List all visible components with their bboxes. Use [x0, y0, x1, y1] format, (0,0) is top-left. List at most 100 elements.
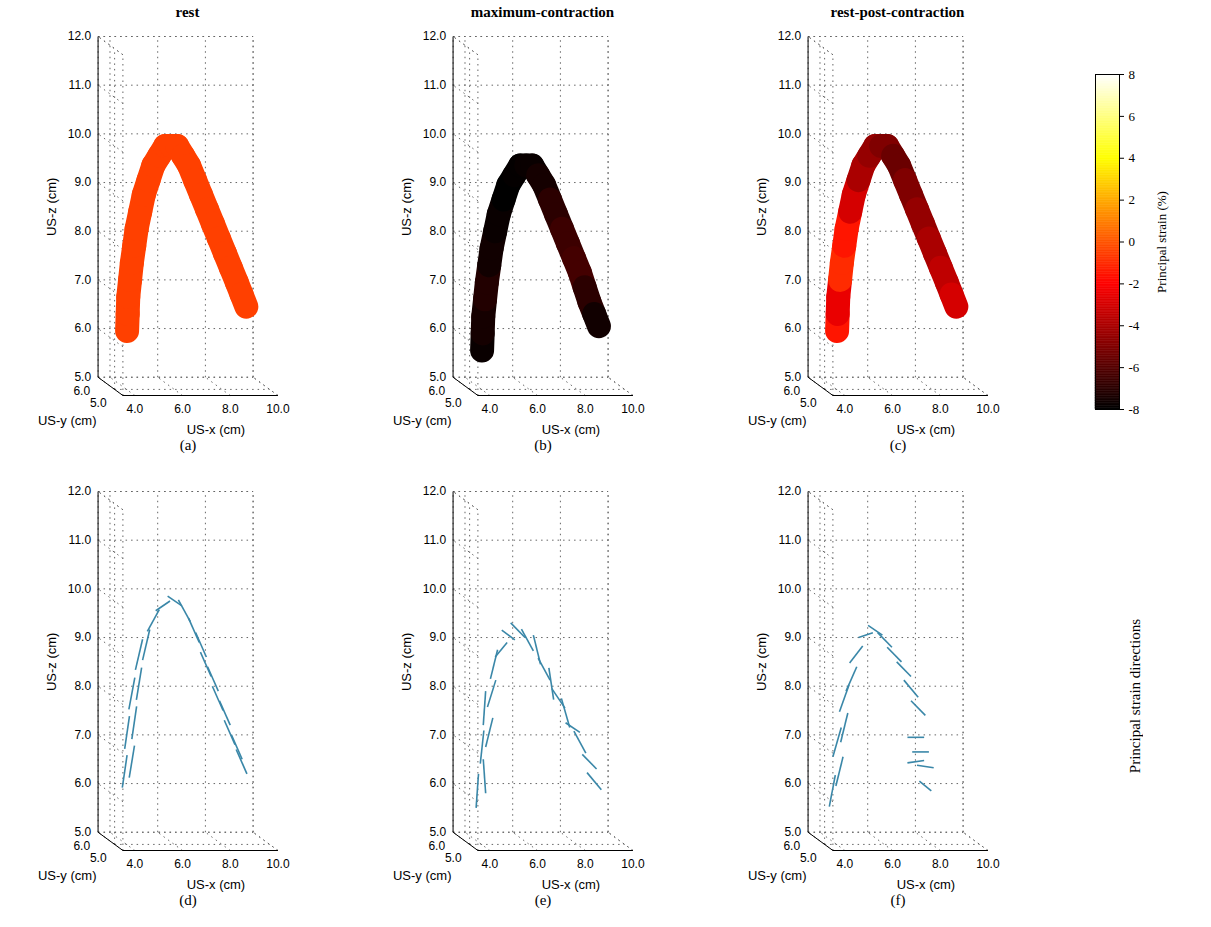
svg-text:5.0: 5.0	[74, 370, 91, 384]
svg-text:11.0: 11.0	[69, 533, 92, 547]
svg-text:12.0: 12.0	[423, 29, 447, 43]
svg-text:6.0: 6.0	[174, 402, 191, 416]
svg-text:-4: -4	[1129, 318, 1140, 333]
svg-text:-8: -8	[1129, 402, 1140, 417]
svg-text:10.0: 10.0	[266, 857, 290, 871]
svg-text:US-x (cm): US-x (cm)	[187, 422, 246, 437]
svg-text:12.0: 12.0	[778, 484, 802, 498]
svg-text:US-x (cm): US-x (cm)	[897, 877, 956, 892]
svg-text:5.0: 5.0	[784, 370, 801, 384]
svg-text:7.0: 7.0	[784, 728, 801, 742]
svg-text:8: 8	[1129, 67, 1136, 82]
svg-text:8.0: 8.0	[784, 224, 801, 238]
svg-text:6.0: 6.0	[529, 402, 546, 416]
svg-text:8.0: 8.0	[932, 857, 949, 871]
svg-text:6.0: 6.0	[74, 776, 91, 790]
svg-text:7.0: 7.0	[74, 273, 91, 287]
svg-text:7.0: 7.0	[74, 728, 91, 742]
svg-text:5.0: 5.0	[429, 370, 446, 384]
svg-text:US-x (cm): US-x (cm)	[542, 877, 601, 892]
svg-text:(d): (d)	[179, 892, 197, 909]
svg-text:US-y (cm): US-y (cm)	[393, 868, 452, 883]
svg-text:10.0: 10.0	[621, 402, 645, 416]
svg-text:10.0: 10.0	[68, 582, 92, 596]
svg-text:US-z (cm): US-z (cm)	[399, 633, 414, 692]
svg-text:8.0: 8.0	[429, 224, 446, 238]
svg-text:6.0: 6.0	[73, 384, 90, 398]
svg-text:6.0: 6.0	[884, 857, 901, 871]
svg-text:6.0: 6.0	[428, 384, 445, 398]
svg-text:US-y (cm): US-y (cm)	[38, 868, 97, 883]
svg-text:(a): (a)	[180, 437, 197, 454]
svg-text:10.0: 10.0	[778, 127, 802, 141]
svg-text:10.0: 10.0	[266, 402, 290, 416]
svg-text:6: 6	[1129, 109, 1136, 124]
svg-text:8.0: 8.0	[74, 679, 91, 693]
svg-text:5.0: 5.0	[90, 396, 107, 410]
svg-text:8.0: 8.0	[784, 679, 801, 693]
svg-text:US-z (cm): US-z (cm)	[754, 178, 769, 237]
svg-text:5.0: 5.0	[74, 825, 91, 839]
svg-text:US-y (cm): US-y (cm)	[748, 868, 807, 883]
svg-text:6.0: 6.0	[884, 402, 901, 416]
svg-text:10.0: 10.0	[621, 857, 645, 871]
svg-text:10.0: 10.0	[976, 857, 1000, 871]
svg-text:8.0: 8.0	[932, 402, 949, 416]
svg-text:12.0: 12.0	[778, 29, 802, 43]
svg-text:6.0: 6.0	[783, 839, 800, 853]
svg-text:9.0: 9.0	[429, 175, 446, 189]
svg-text:9.0: 9.0	[74, 175, 91, 189]
svg-text:5.0: 5.0	[445, 851, 462, 865]
svg-text:7.0: 7.0	[784, 273, 801, 287]
svg-text:9.0: 9.0	[784, 175, 801, 189]
svg-text:11.0: 11.0	[424, 533, 447, 547]
svg-text:12.0: 12.0	[68, 29, 92, 43]
svg-text:8.0: 8.0	[74, 224, 91, 238]
svg-text:5.0: 5.0	[800, 396, 817, 410]
svg-text:10.0: 10.0	[778, 582, 802, 596]
svg-text:US-y (cm): US-y (cm)	[748, 413, 807, 428]
svg-text:11.0: 11.0	[779, 78, 802, 92]
svg-text:7.0: 7.0	[429, 273, 446, 287]
svg-text:4.0: 4.0	[836, 857, 853, 871]
svg-text:(e): (e)	[535, 892, 552, 909]
svg-text:5.0: 5.0	[90, 851, 107, 865]
svg-text:US-x (cm): US-x (cm)	[542, 422, 601, 437]
svg-text:6.0: 6.0	[784, 321, 801, 335]
svg-text:12.0: 12.0	[68, 484, 92, 498]
svg-text:5.0: 5.0	[800, 851, 817, 865]
svg-text:-6: -6	[1129, 360, 1140, 375]
svg-text:US-z (cm): US-z (cm)	[44, 633, 59, 692]
svg-text:7.0: 7.0	[429, 728, 446, 742]
svg-text:US-y (cm): US-y (cm)	[38, 413, 97, 428]
svg-text:8.0: 8.0	[222, 857, 239, 871]
svg-text:6.0: 6.0	[74, 321, 91, 335]
svg-text:9.0: 9.0	[429, 630, 446, 644]
svg-text:5.0: 5.0	[429, 825, 446, 839]
svg-text:US-z (cm): US-z (cm)	[44, 178, 59, 237]
svg-text:4.0: 4.0	[481, 402, 498, 416]
svg-text:12.0: 12.0	[423, 484, 447, 498]
svg-text:6.0: 6.0	[428, 839, 445, 853]
svg-text:9.0: 9.0	[784, 630, 801, 644]
svg-text:4.0: 4.0	[126, 402, 143, 416]
svg-text:4.0: 4.0	[126, 857, 143, 871]
svg-text:US-z (cm): US-z (cm)	[754, 633, 769, 692]
svg-text:2: 2	[1129, 192, 1136, 207]
svg-text:US-x (cm): US-x (cm)	[187, 877, 246, 892]
svg-text:Principal strain (%): Principal strain (%)	[1154, 191, 1169, 293]
svg-text:6.0: 6.0	[783, 384, 800, 398]
svg-text:6.0: 6.0	[429, 776, 446, 790]
svg-text:4.0: 4.0	[836, 402, 853, 416]
svg-text:US-x (cm): US-x (cm)	[897, 422, 956, 437]
svg-text:8.0: 8.0	[429, 679, 446, 693]
svg-text:(b): (b)	[534, 437, 552, 454]
svg-text:6.0: 6.0	[429, 321, 446, 335]
svg-text:4.0: 4.0	[481, 857, 498, 871]
svg-text:4: 4	[1129, 150, 1136, 165]
svg-text:US-y (cm): US-y (cm)	[393, 413, 452, 428]
svg-text:11.0: 11.0	[69, 78, 92, 92]
svg-text:10.0: 10.0	[68, 127, 92, 141]
svg-text:6.0: 6.0	[73, 839, 90, 853]
svg-text:8.0: 8.0	[222, 402, 239, 416]
